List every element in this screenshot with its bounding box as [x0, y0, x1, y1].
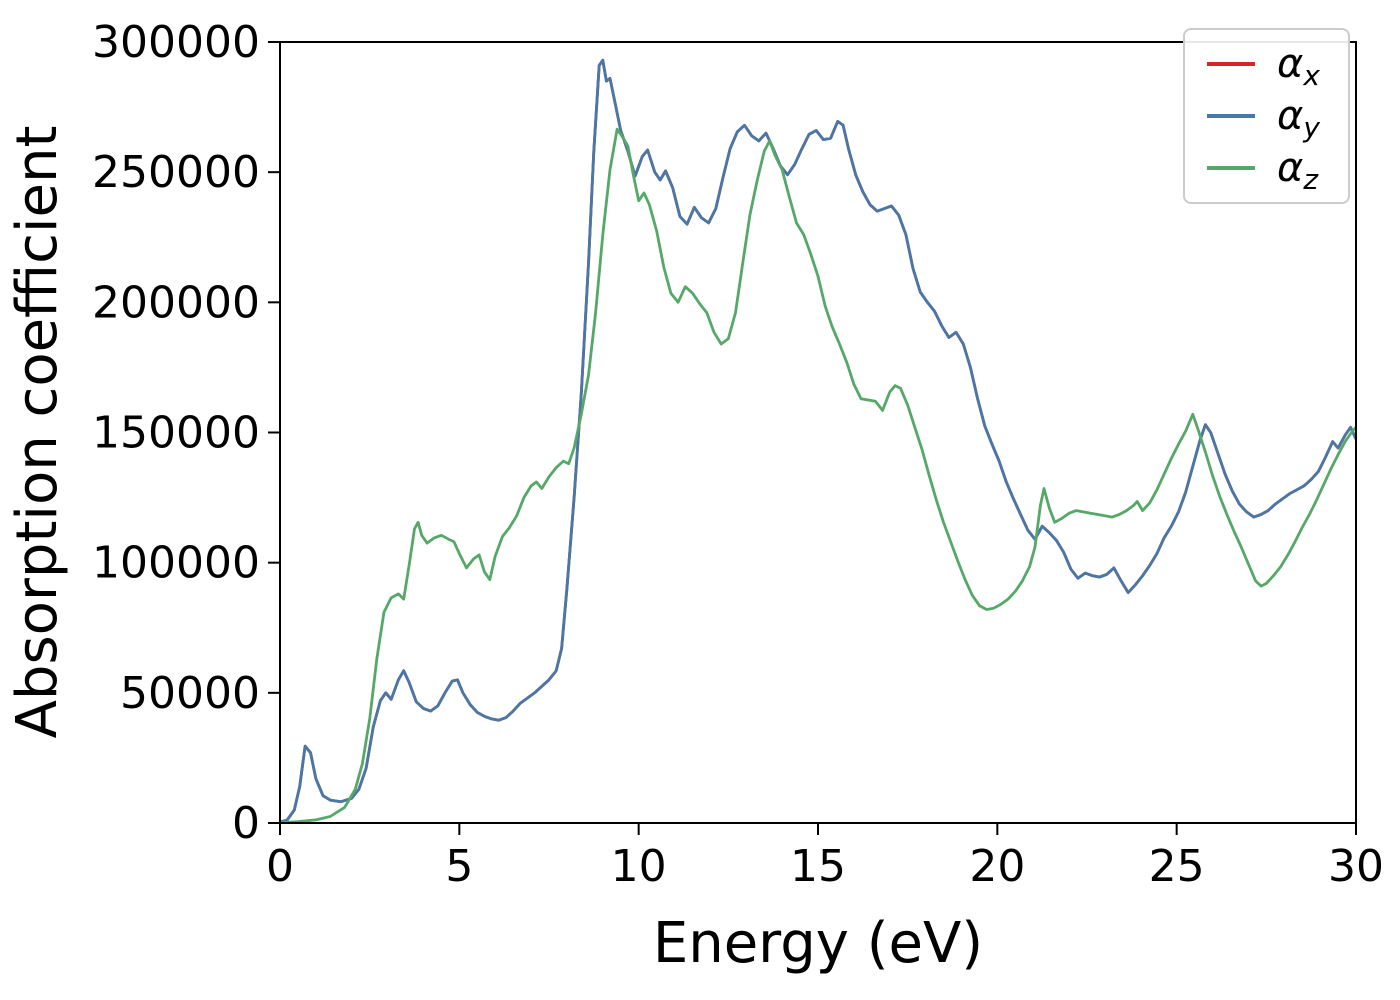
- axis-ticks: 0 5 10 15 20 25 30 0 50000 100000 150000 200000 2500…: [92, 17, 1384, 892]
- legend-label-alpha_x: αx: [1277, 41, 1320, 92]
- y-tick-label: 0: [232, 798, 260, 849]
- x-tick-label: 20: [969, 841, 1025, 892]
- legend-line-swatch-alpha_z: [1207, 166, 1256, 170]
- y-tick-label: 250000: [92, 147, 260, 198]
- series-line-alpha_z: [280, 127, 1356, 823]
- legend-item-alpha_z: αz: [1207, 145, 1320, 196]
- x-tick-label: 30: [1328, 841, 1384, 892]
- y-tick-label: 200000: [92, 277, 260, 328]
- x-tick-label: 5: [445, 841, 473, 892]
- legend-label-alpha_y: αy: [1277, 93, 1320, 144]
- legend-item-alpha_x: αx: [1207, 41, 1320, 92]
- x-tick-label: 10: [611, 841, 667, 892]
- legend-line-swatch-alpha_x: [1207, 62, 1256, 66]
- series-lines: [280, 58, 1356, 823]
- series-line-alpha_y: [280, 58, 1356, 823]
- y-axis-label: Absorption coefficient: [5, 126, 70, 739]
- legend-label-alpha_z: αz: [1277, 145, 1319, 196]
- legend-line-swatch-alpha_y: [1207, 114, 1256, 118]
- legend-item-alpha_y: αy: [1207, 93, 1320, 144]
- legend: αx αy αz: [1183, 28, 1350, 204]
- y-tick-label: 100000: [92, 538, 260, 589]
- x-axis-label: Energy (eV): [653, 911, 983, 976]
- x-tick-label: 0: [266, 841, 294, 892]
- y-tick-label: 300000: [92, 17, 260, 68]
- x-tick-label: 25: [1149, 841, 1205, 892]
- x-tick-label: 15: [790, 841, 846, 892]
- plot-frame: [279, 41, 1357, 824]
- y-tick-label: 50000: [120, 668, 260, 719]
- y-tick-label: 150000: [92, 408, 260, 459]
